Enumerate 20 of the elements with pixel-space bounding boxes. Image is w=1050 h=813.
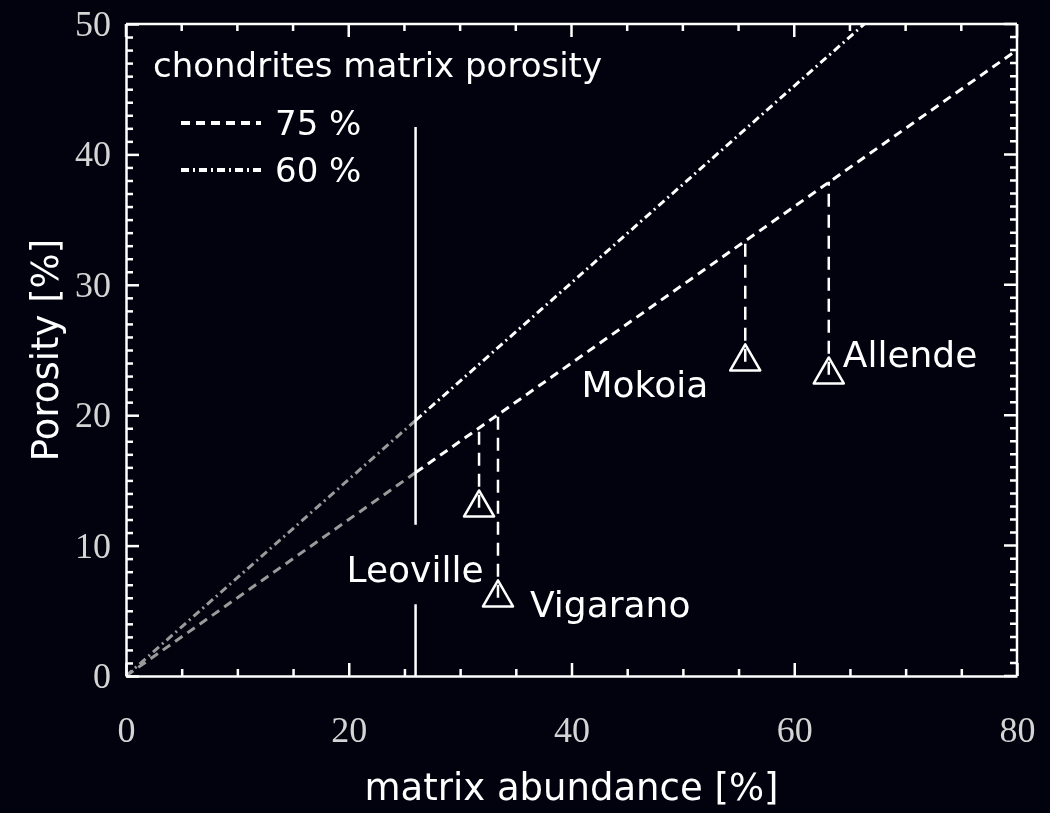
x-tick-label: 20 [331,709,368,750]
y-tick-label: 10 [75,525,111,566]
annotation: Mokoia [581,364,709,406]
y-axis-title: Porosity [%] [24,238,67,462]
legend-label: 75 % [275,102,362,143]
annotation: Allende [842,334,978,376]
legend-title: chondrites matrix porosity [153,44,603,85]
legend-label: 60 % [275,149,362,190]
x-tick-label: 40 [554,709,590,750]
y-tick-label: 40 [75,134,111,175]
x-tick-label: 80 [999,709,1036,750]
y-tick-label: 30 [75,264,111,305]
x-axis-title: matrix abundance [%] [364,766,779,809]
y-tick-label: 0 [93,656,111,697]
x-tick-label: 60 [776,709,813,750]
annotation: Leoville [346,549,484,591]
x-tick-label: 0 [117,709,136,750]
y-tick-label: 20 [75,395,111,436]
y-tick-label: 50 [75,4,111,45]
annotation: Vigarano [529,584,691,626]
